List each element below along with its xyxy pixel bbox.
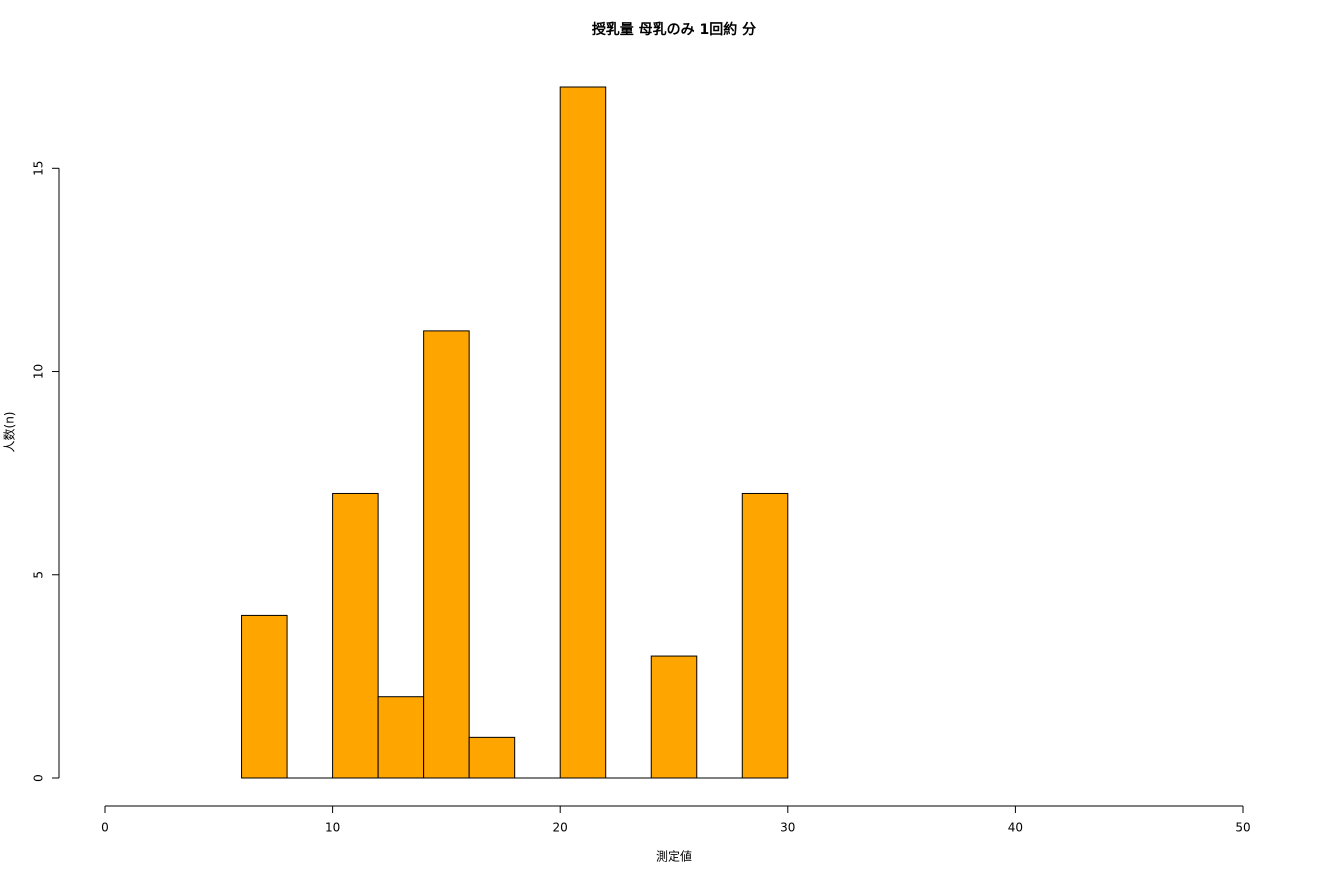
chart-title: 授乳量 母乳のみ 1回約 分 [592,21,756,38]
x-axis-label: 測定値 [656,849,692,864]
x-tick-label: 0 [101,821,109,835]
y-tick-label: 5 [32,571,46,579]
x-tick-label: 50 [1235,821,1250,835]
bar [241,614,288,779]
bar [559,86,607,779]
x-tick-label: 30 [780,821,795,835]
y-tick-label: 10 [32,364,46,379]
y-tick-label: 0 [32,774,46,782]
x-tick-label: 10 [325,821,340,835]
y-tick-label: 15 [32,161,46,176]
bar [468,736,516,779]
bar [650,655,698,779]
x-tick-label: 40 [1008,821,1023,835]
bar [377,696,425,779]
y-axis-label: 人数(n) [2,412,17,453]
bar [332,492,379,779]
x-tick-label: 20 [553,821,568,835]
bar [423,330,470,779]
bar [741,492,789,779]
